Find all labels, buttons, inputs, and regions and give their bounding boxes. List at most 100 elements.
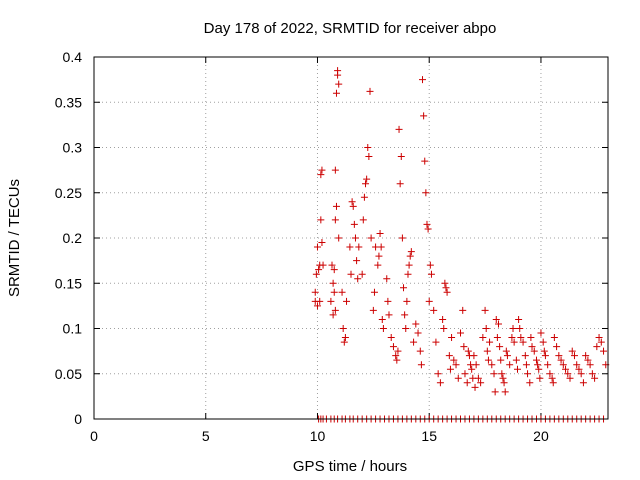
data-point [430,306,438,314]
data-point [395,125,403,133]
data-point [426,261,434,269]
data-point [427,270,435,278]
data-point [401,311,409,319]
data-point [364,144,372,151]
data-point [582,352,590,360]
data-point [398,234,406,242]
x-tick-label: 15 [421,428,437,444]
data-point [442,284,450,292]
data-point [584,356,592,364]
chart-title: Day 178 of 2022, SRMTID for receiver abp… [204,20,497,37]
y-tick-label: 0.2 [63,230,83,246]
data-point [317,171,325,179]
data-point [393,356,401,364]
data-point [419,76,427,84]
x-tick-label: 10 [310,428,326,444]
data-point [546,370,554,378]
data-point [512,356,520,364]
data-point [334,67,342,75]
data-point [483,347,491,355]
data-point [559,361,567,369]
data-point [331,306,339,314]
y-tick-label: 0.35 [55,94,82,110]
data-point [492,315,500,323]
data-point [338,288,346,296]
data-point [550,334,558,342]
data-point [329,311,337,319]
data-point [526,379,534,387]
data-point [339,325,347,332]
data-point [481,306,489,314]
y-tick-label: 0.1 [63,321,83,337]
data-point [452,361,460,369]
data-point [524,370,532,378]
data-point [379,325,387,332]
data-point [597,338,605,346]
data-point [407,248,415,256]
data-point [555,352,563,360]
data-point [387,334,395,342]
data-point [586,361,594,369]
data-point [509,325,517,332]
data-point [477,379,485,387]
data-point [349,202,357,210]
data-point [414,329,422,337]
data-point [374,261,382,269]
plot-frame [93,56,609,420]
data-point [377,243,385,251]
data-point [566,374,574,382]
data-point [502,347,510,355]
data-point [474,374,482,382]
data-point [522,361,530,369]
data-point [420,112,428,120]
data-point [392,352,400,360]
data-point [532,356,540,364]
data-point [423,220,431,228]
data-point [499,374,507,382]
data-point [460,343,468,351]
data-point [329,279,337,287]
data-point [436,379,444,387]
data-point [562,365,570,373]
data-point [359,216,367,224]
data-point [457,329,465,337]
data-point [575,365,583,373]
data-point [577,370,585,378]
data-point [331,216,339,224]
data-point [544,361,552,369]
data-point [445,352,453,360]
y-tick-label: 0 [74,411,82,427]
data-point [367,234,375,242]
data-point [358,270,366,278]
data-point [513,365,521,373]
data-point [341,334,349,342]
data-point [311,288,319,296]
data-point [404,270,412,278]
data-point [405,261,413,269]
data-point [369,306,377,314]
data-point [318,166,326,174]
data-point [327,297,335,305]
data-point [315,266,323,274]
data-point [348,198,356,206]
data-point [540,347,548,355]
data-point [508,334,516,342]
data-point [441,279,449,287]
y-tick-labels: 0 0.05 0.1 0.15 0.2 0.25 0.3 0.35 0.4 [55,49,82,427]
y-axis-label: SRMTID / TECUs [6,179,23,297]
data-point [332,89,340,97]
data-point [506,361,514,369]
data-point [396,180,404,188]
data-point [528,343,536,351]
data-point [498,370,506,378]
data-point [319,261,327,269]
data-point [355,243,363,251]
y-tick-label: 0.05 [55,366,82,382]
data-point [403,297,411,305]
data-point [448,334,456,342]
data-point [432,338,440,346]
data-point [534,361,542,369]
x-tick-labels: 0 5 10 15 20 [90,428,549,444]
data-point [313,243,321,251]
